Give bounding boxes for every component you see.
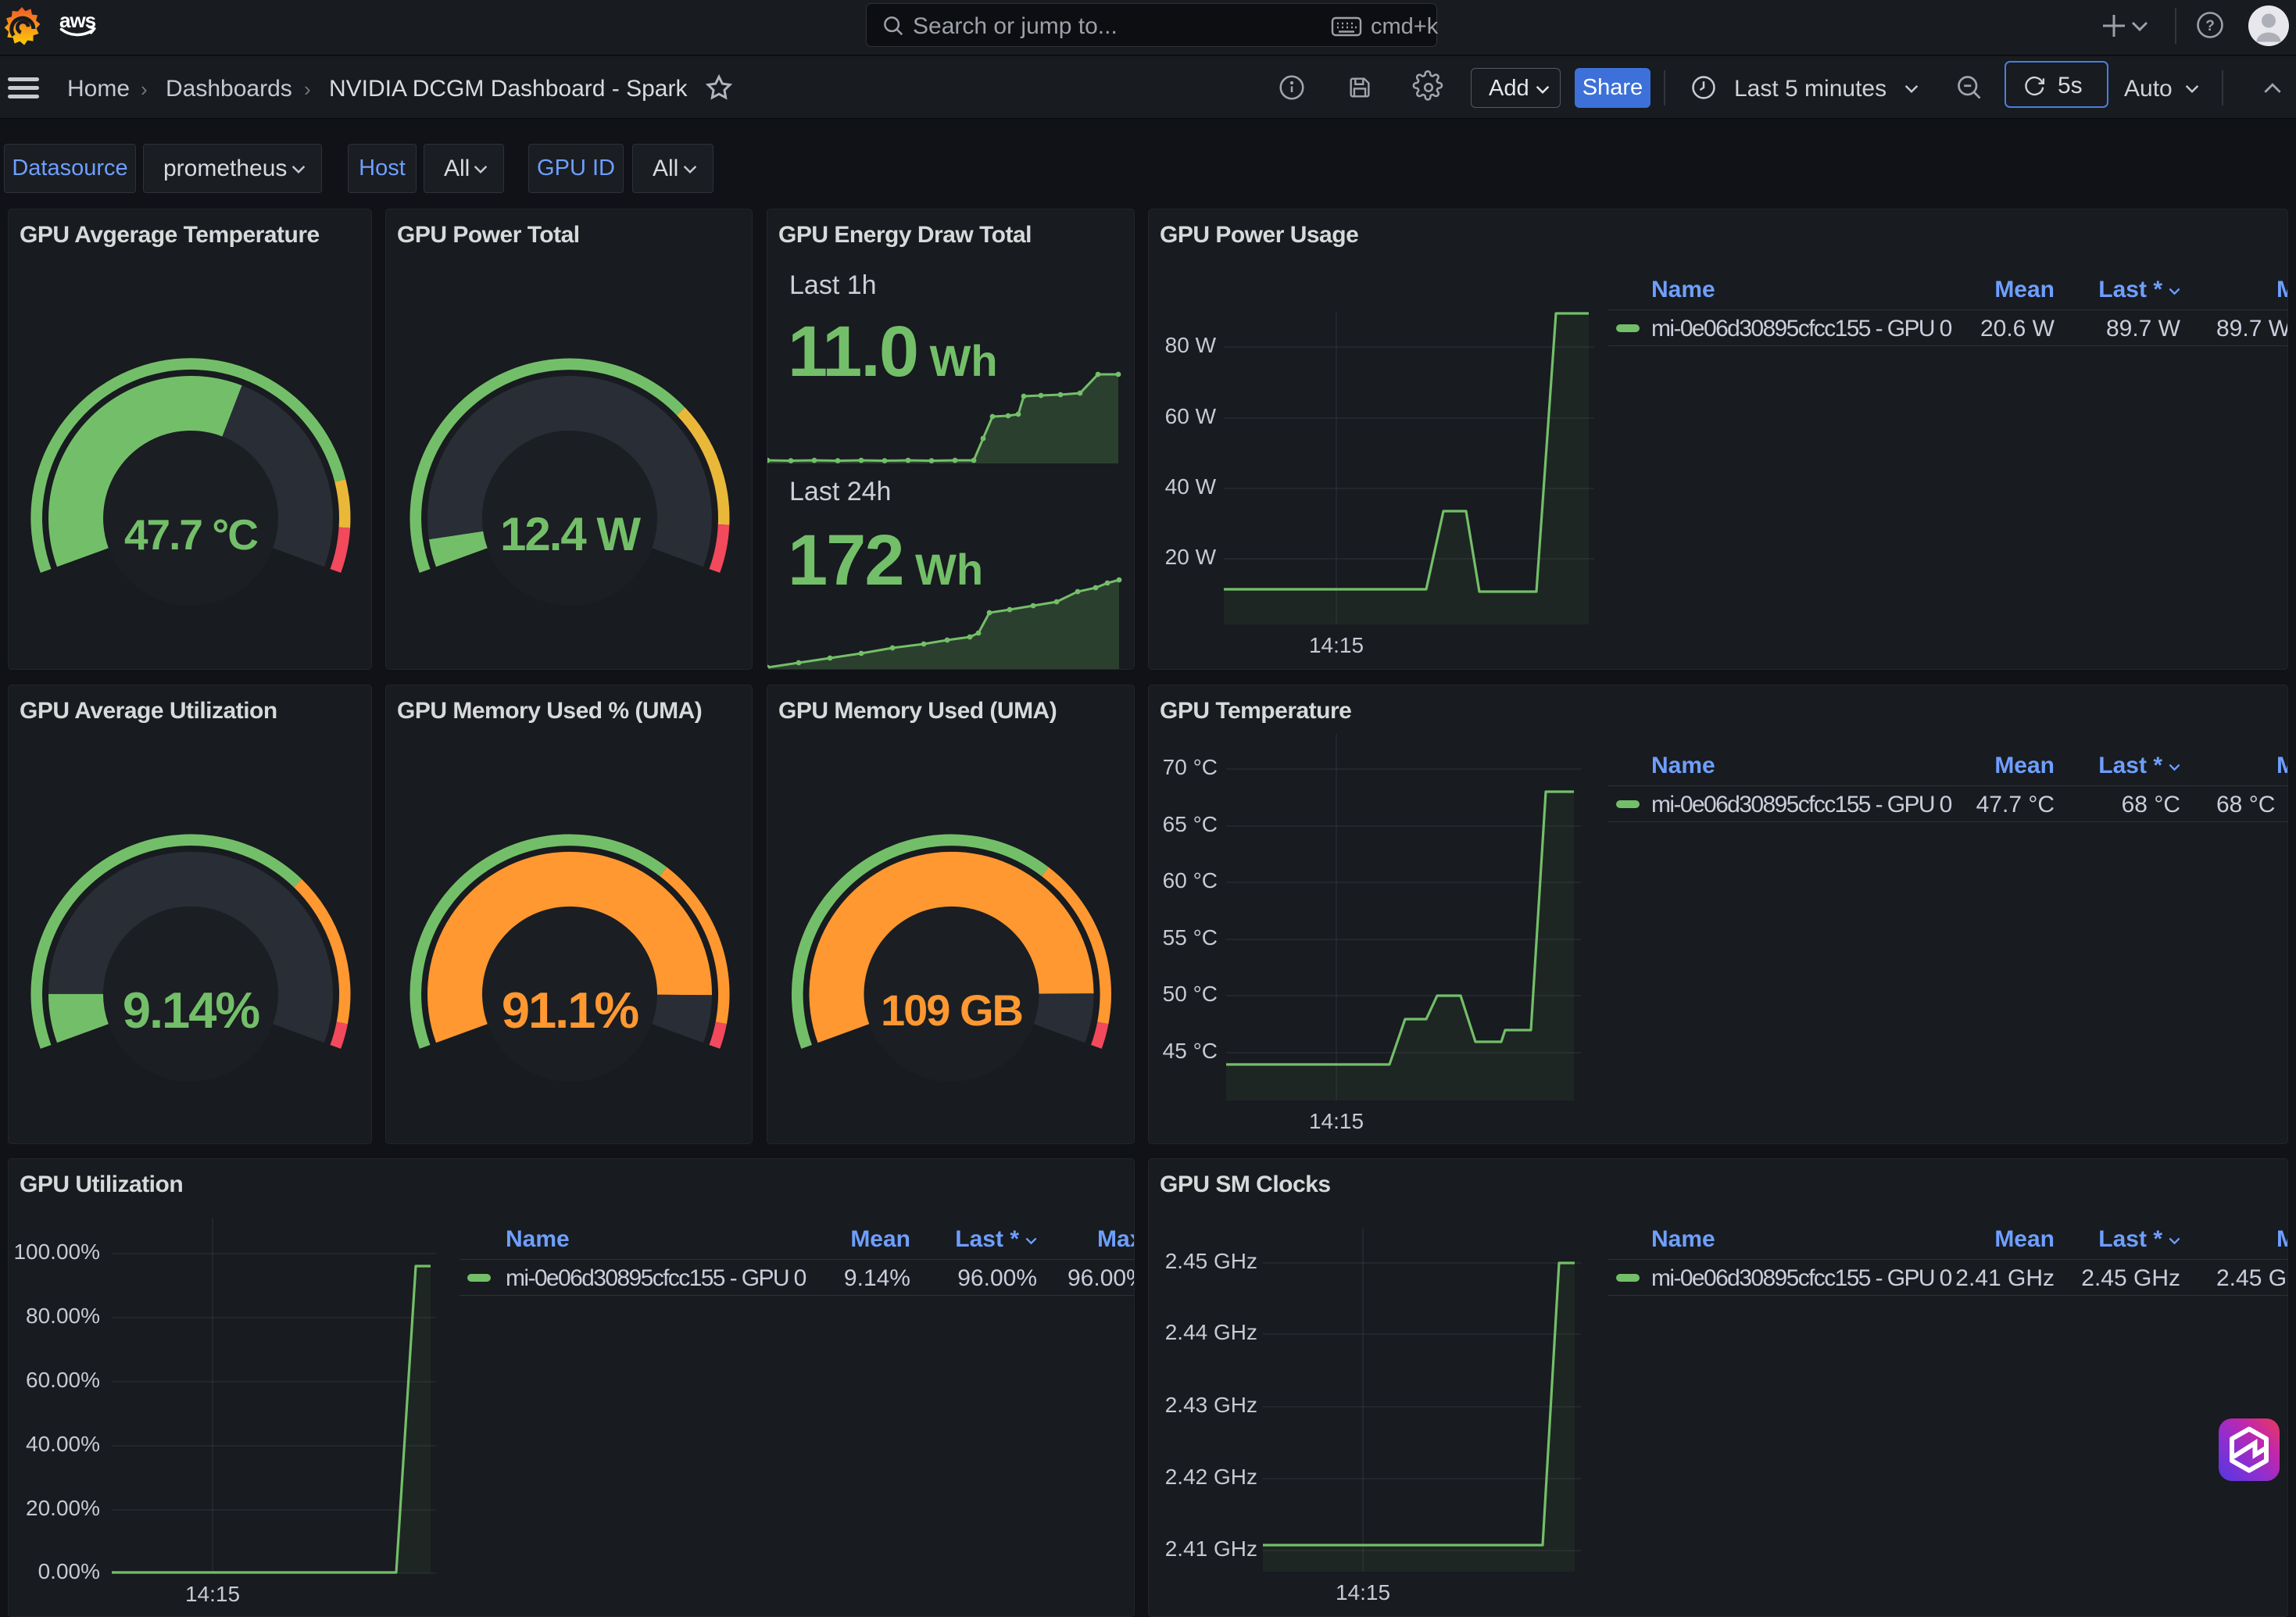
svg-text:?: ?	[2205, 18, 2215, 34]
